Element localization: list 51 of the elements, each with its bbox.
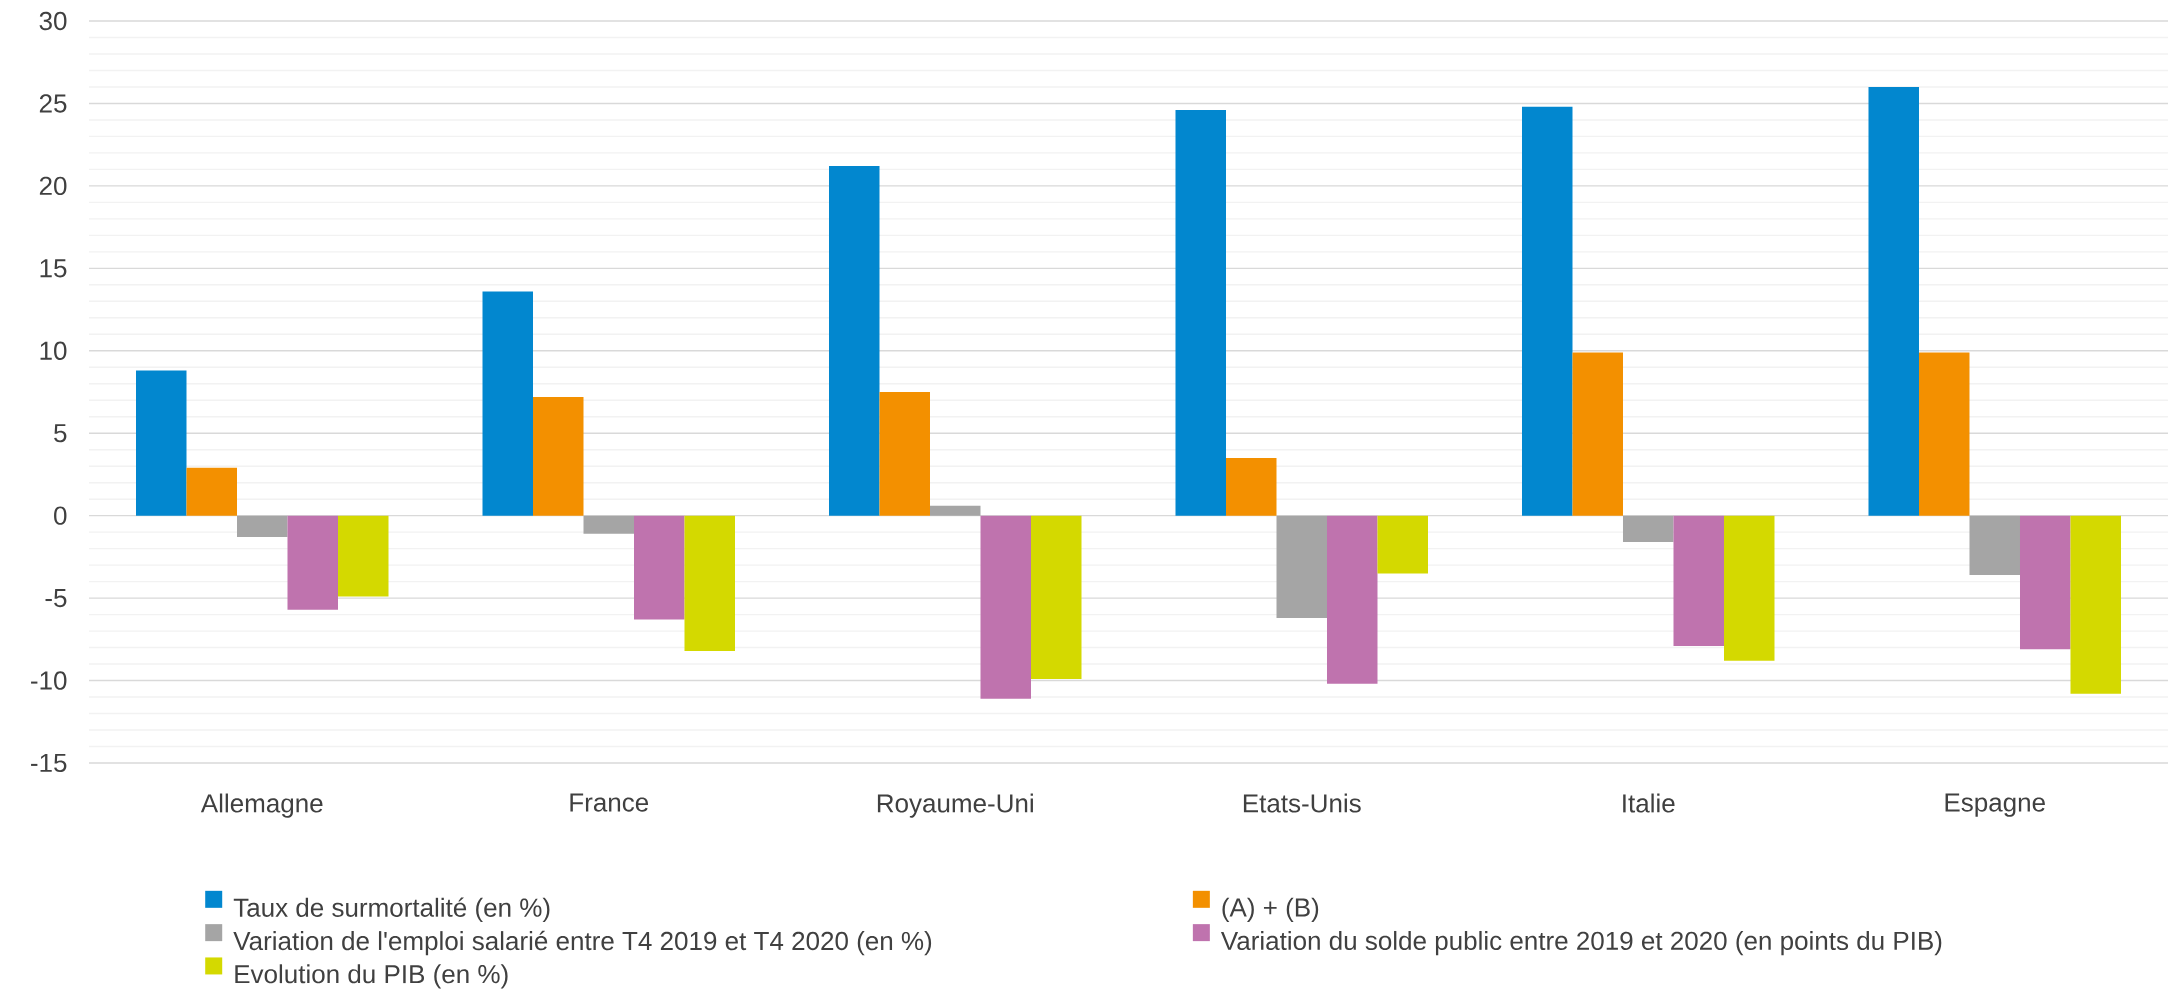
bar <box>684 515 735 651</box>
x-tick-label: France <box>570 793 649 812</box>
bar <box>237 515 288 538</box>
bar <box>136 370 187 516</box>
bar <box>1521 106 1573 516</box>
y-tick-label: 20 <box>39 176 67 196</box>
legend-label: Taux de surmortalité (en %) <box>233 897 550 923</box>
y-tick-label: -5 <box>45 589 67 608</box>
bar <box>1918 352 1970 516</box>
x-tick-label: Allemagne <box>200 793 323 818</box>
bar <box>1868 86 1919 516</box>
bar <box>482 291 533 516</box>
y-tick-label: 0 <box>54 506 67 525</box>
bar <box>980 515 1031 699</box>
x-tick-label: Etats-Unis <box>1243 793 1361 813</box>
bar <box>829 166 880 516</box>
bar <box>1724 515 1775 661</box>
y-tick-label: 30 <box>39 11 67 31</box>
bar <box>2019 515 2071 650</box>
y-tick-label: 10 <box>40 341 67 360</box>
bar <box>2070 515 2121 694</box>
x-tick-label: Italie <box>1623 793 1675 813</box>
bar <box>1673 515 1724 646</box>
legend-label: Variation de l'emploi salarié entre T4 2019 et T4 2020 (en %) <box>233 930 932 956</box>
y-tick-label: 15 <box>40 259 67 278</box>
bar <box>1377 515 1428 574</box>
bar <box>1175 110 1226 516</box>
x-tick-label: Espagne <box>1945 793 2045 817</box>
bar <box>1572 352 1623 516</box>
bar <box>1031 515 1082 679</box>
bar <box>1276 515 1327 618</box>
bar <box>287 515 338 610</box>
bar <box>1622 515 1674 543</box>
bar <box>338 515 389 597</box>
y-tick-label: -15 <box>31 753 67 773</box>
y-tick-label: 25 <box>39 94 67 113</box>
y-tick-label: -10 <box>31 671 67 690</box>
legend-label: (A) + (B) <box>1222 897 1319 922</box>
bar <box>879 392 930 516</box>
y-tick-label: 5 <box>54 424 67 443</box>
x-tick-label: Royaume-Uni <box>877 793 1033 818</box>
bar <box>1226 457 1277 516</box>
bar <box>1327 515 1378 684</box>
bar <box>583 515 634 534</box>
bar <box>533 396 584 516</box>
legend-label: Variation du solde public entre 2019 et 2020 (en points du PIB) <box>1220 930 1942 956</box>
bar <box>186 467 237 516</box>
bar <box>930 505 981 516</box>
bar <box>1969 515 2020 576</box>
legend-label: Evolution du PIB (en %) <box>235 964 508 989</box>
bar <box>634 515 685 620</box>
